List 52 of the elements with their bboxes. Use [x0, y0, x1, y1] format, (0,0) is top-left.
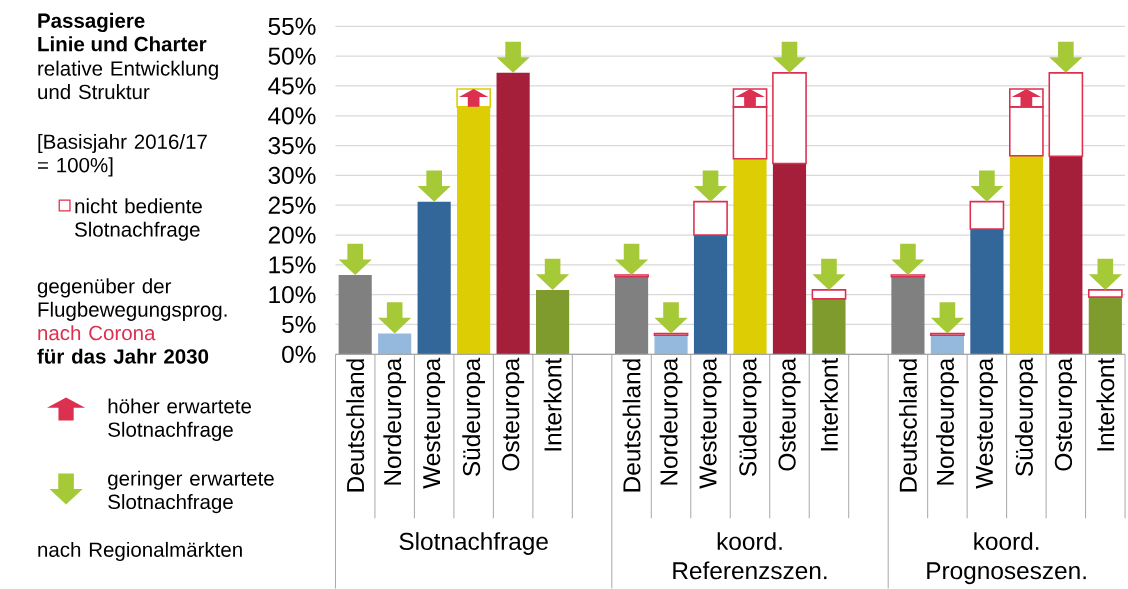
- y-tick-label: 40%: [268, 107, 316, 125]
- x-tick-label: Westeuropa: [975, 357, 998, 489]
- y-tick-label: 20%: [268, 226, 316, 244]
- x-tick-label: Osteuropa: [1054, 357, 1077, 471]
- x-tick-label: Osteuropa: [778, 357, 801, 471]
- x-tick-label: Deutschland: [622, 359, 641, 492]
- x-tick-label: Osteuropa: [502, 357, 525, 471]
- bar: [1009, 155, 1043, 355]
- x-tick-label: Westeuropa: [699, 357, 722, 489]
- bar: [693, 235, 728, 355]
- y-tick-label: 5%: [282, 316, 316, 334]
- text: Passagiere: [38, 13, 145, 33]
- x-tick-label: Südeuropa: [738, 357, 762, 477]
- text: nach Corona: [38, 325, 156, 341]
- x-tick-label: Südeuropa: [462, 357, 486, 477]
- x-tick-label: Westeuropa: [423, 357, 446, 489]
- x-tick-label: Deutschland: [898, 359, 917, 492]
- bar: [733, 158, 767, 355]
- legend-label: nicht bediente Slotnachfrage: [75, 198, 202, 242]
- text: koord. Prognoseszen.: [927, 532, 1086, 585]
- text: relative Entwicklung und Struktur: [38, 60, 218, 100]
- y-tick-label: 55%: [268, 17, 316, 36]
- x-tick-label: Nordeuropa: [659, 357, 683, 485]
- text: nach Regionalmärkten: [38, 542, 242, 562]
- bar: [1049, 156, 1083, 355]
- y-tick-label: 35%: [268, 137, 316, 155]
- y-tick-label: 10%: [269, 286, 316, 304]
- x-tick-label: Nordeuropa: [936, 357, 959, 485]
- x-tick-label: Interkont: [1096, 358, 1115, 451]
- bar: [970, 229, 1004, 355]
- text: für das Jahr 2030: [37, 348, 209, 364]
- y-tick-label: 25%: [268, 196, 316, 215]
- text: Slotnachfrage: [399, 532, 548, 556]
- bar: [812, 299, 846, 355]
- text: koord. Referenzszen.: [673, 532, 827, 580]
- y-tick-label: 30%: [268, 167, 316, 185]
- x-tick-label: Nordeuropa: [383, 357, 407, 485]
- y-tick-label: 0%: [282, 345, 316, 364]
- text: [Basisjahr 2016/17 = 100%]: [37, 134, 207, 177]
- y-tick-label: 15%: [269, 256, 316, 274]
- x-tick-label: Interkont: [543, 358, 562, 451]
- text: geringer erwartete Slotnachfrage: [108, 470, 274, 514]
- text: höher erwartete Slotnachfrage: [108, 398, 252, 442]
- text: Linie und Charter: [38, 36, 207, 52]
- text: gegenüber der Flugbewegungsprog.: [37, 278, 227, 322]
- x-tick-label: Südeuropa: [1015, 357, 1038, 477]
- y-tick-label: 45%: [268, 77, 316, 95]
- bar: [1088, 297, 1122, 355]
- x-tick-label: Deutschland: [346, 359, 365, 492]
- y-tick-label: 50%: [268, 47, 316, 66]
- x-tick-label: Interkont: [820, 358, 838, 451]
- bar: [772, 163, 807, 355]
